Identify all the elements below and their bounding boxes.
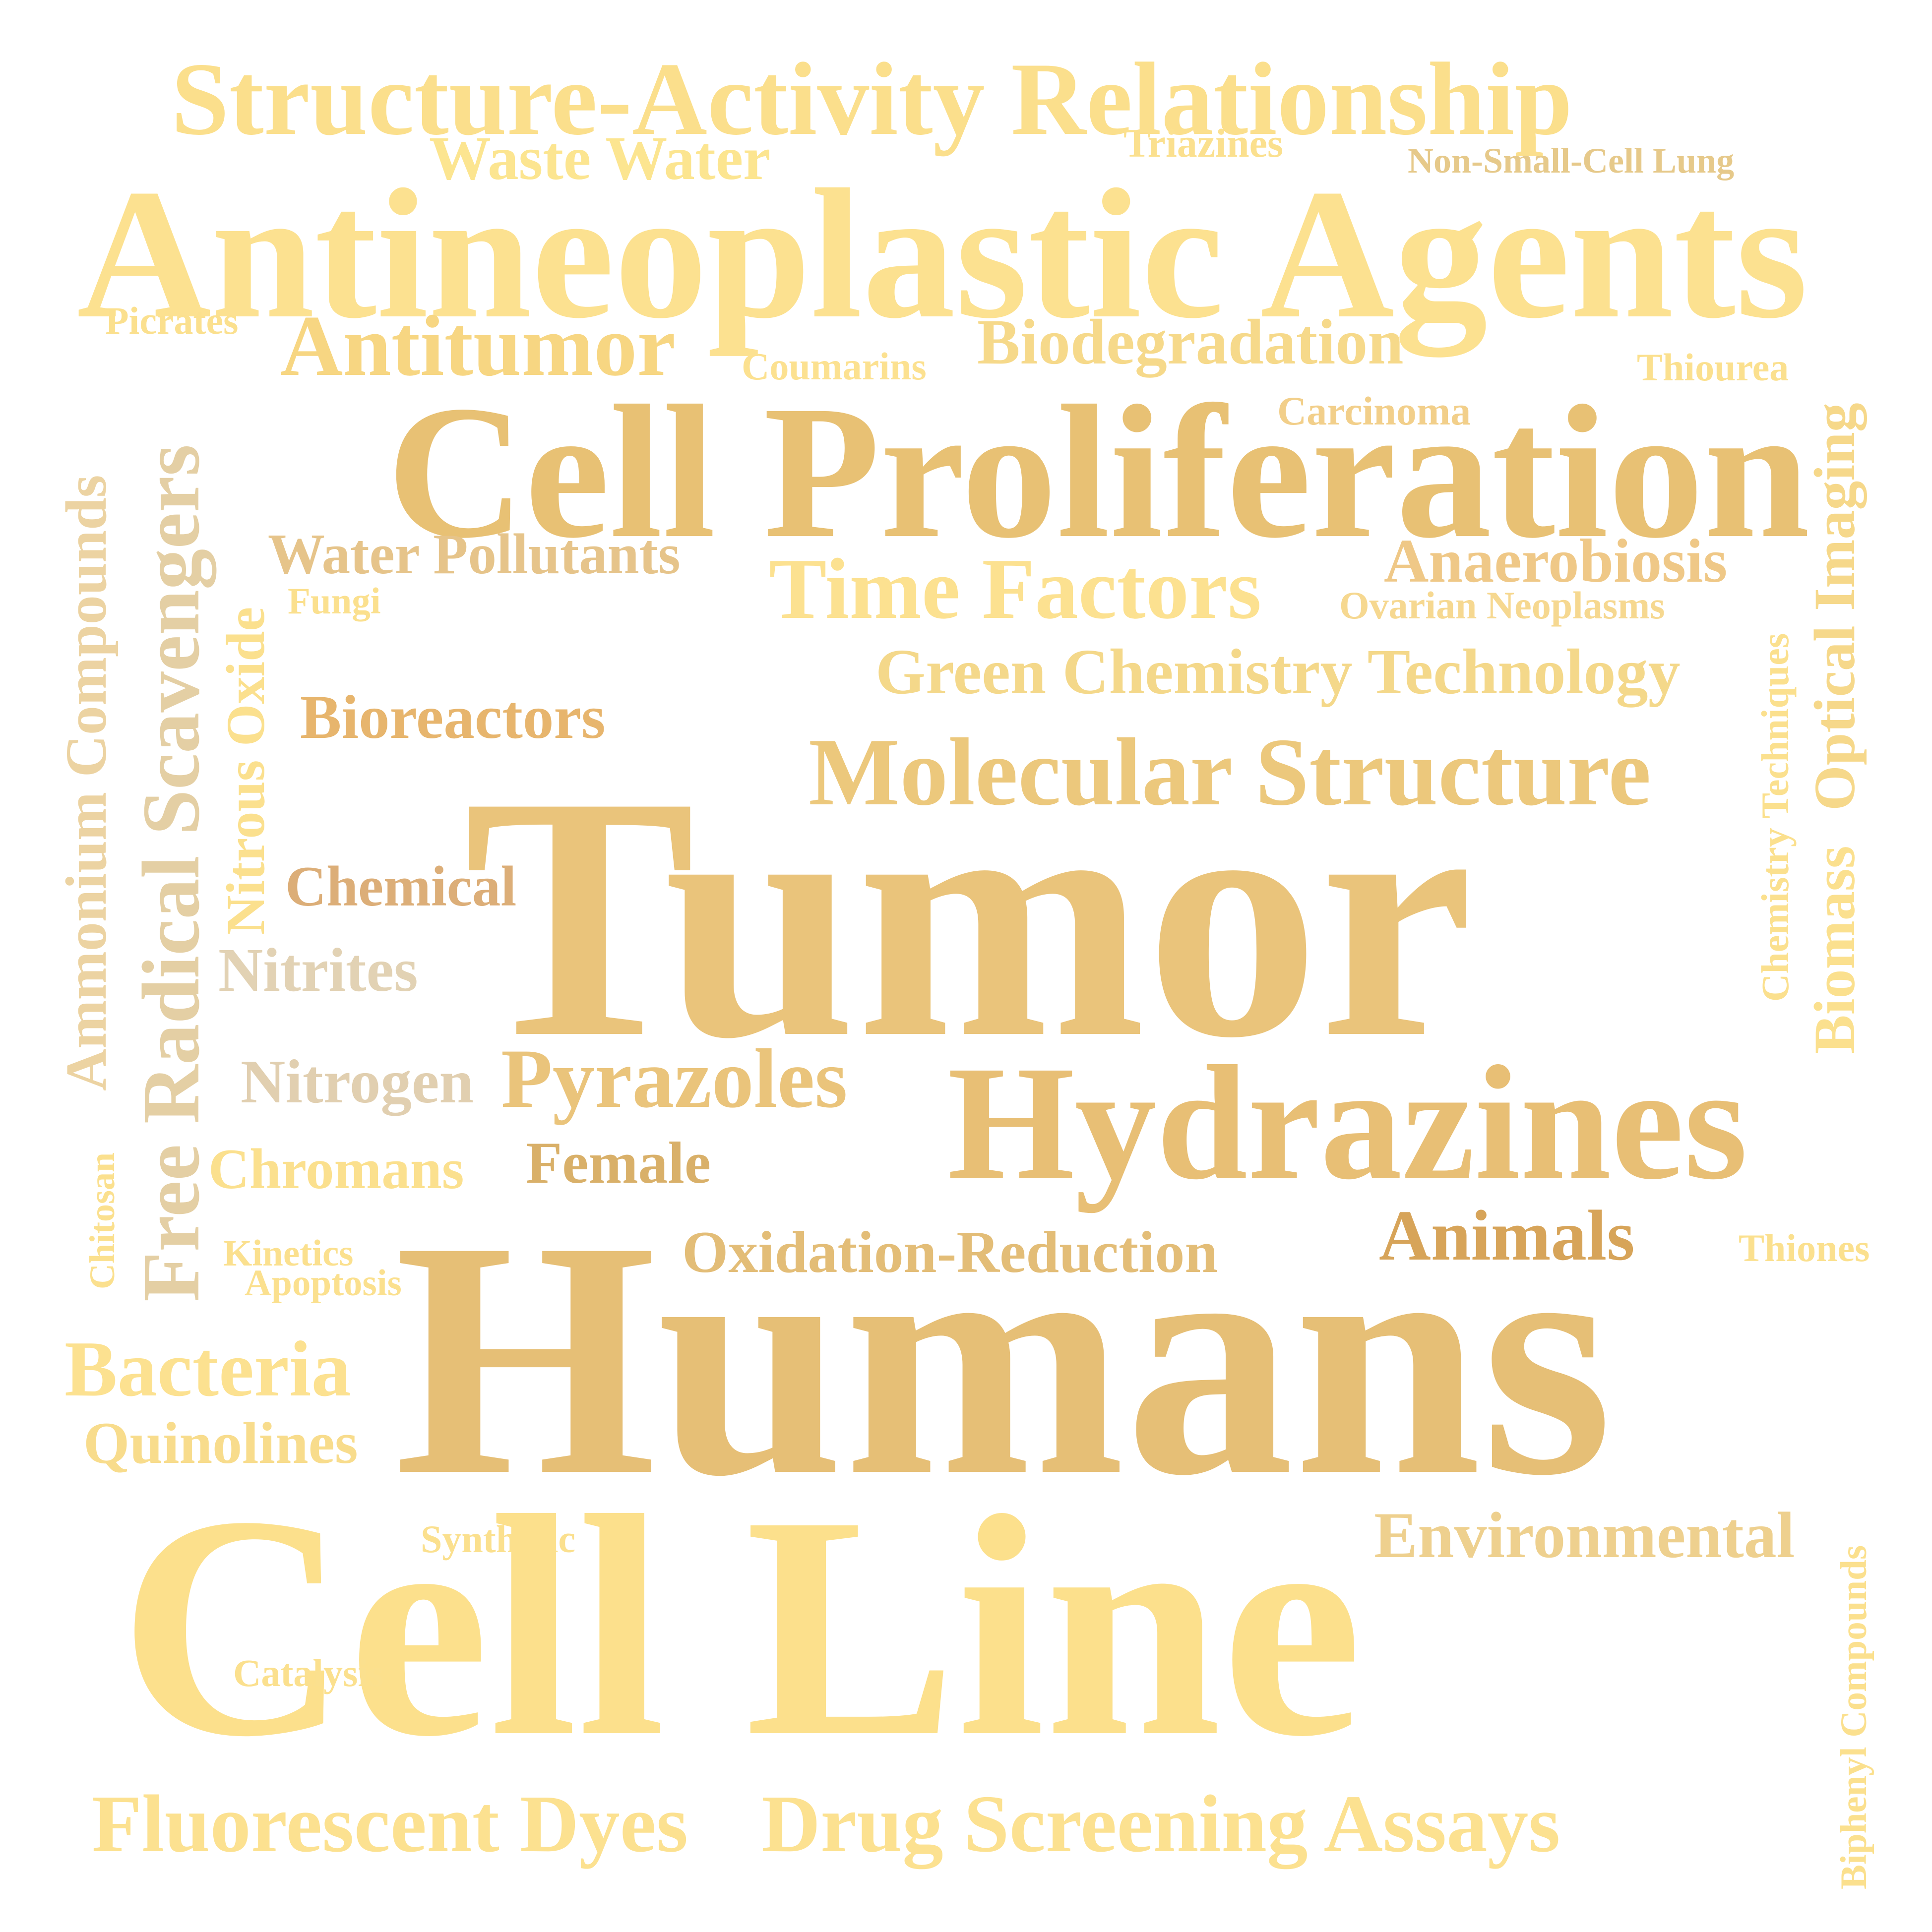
- word-chitosan: Chitosan: [82, 1152, 122, 1289]
- word-drug-screening-assays: Drug Screening Assays: [761, 1778, 1560, 1869]
- word-green-chemistry-technology: Green Chemistry Technology: [875, 636, 1681, 708]
- word-fungi: Fungi: [288, 581, 381, 622]
- word-tumor: Tumor: [464, 725, 1474, 1109]
- word-cell-line: Cell Line: [119, 1451, 1363, 1802]
- word-nitrous-oxide: Nitrous Oxide: [215, 606, 276, 935]
- word-anaerobiosis: Anaerobiosis: [1384, 527, 1728, 596]
- word-pyrazoles: Pyrazoles: [501, 1032, 848, 1125]
- word-apoptosis: Apoptosis: [245, 1263, 402, 1304]
- word-synthetic: Synthetic: [421, 1517, 575, 1561]
- word-waste-water: Waste Water: [429, 124, 771, 193]
- word-bioreactors: Bioreactors: [300, 683, 606, 752]
- word-coumarins: Coumarins: [742, 345, 927, 388]
- word-bacteria: Bacteria: [64, 1325, 351, 1413]
- word-time-factors: Time Factors: [769, 541, 1262, 637]
- word-chromans: Chromans: [208, 1138, 464, 1201]
- word-antitumor: Antitumor: [280, 298, 676, 394]
- word-hydrazines: Hydrazines: [947, 1032, 1748, 1213]
- word-thiones: Thiones: [1739, 1226, 1870, 1269]
- word-picrates: Picrates: [105, 299, 239, 342]
- word-chemistry-techniques: Chemistry Techniques: [1753, 633, 1797, 1002]
- word-biomass: Biomass: [1802, 845, 1867, 1054]
- word-kinetics: Kinetics: [223, 1233, 354, 1274]
- word-nitrogen: Nitrogen: [241, 1048, 474, 1116]
- word-fluorescent-dyes: Fluorescent Dyes: [92, 1778, 688, 1869]
- word-catalysis: Catalysis: [233, 1651, 384, 1694]
- word-cell-proliferation: Cell Proliferation: [387, 366, 1810, 578]
- word-humans: Humans: [394, 1172, 1613, 1545]
- word-ammonium-compounds: Ammonium Compounds: [54, 475, 119, 1091]
- word-molecular-structure: Molecular Structure: [809, 719, 1651, 826]
- word-biphenyl-compounds: Biphenyl Compounds: [1833, 1545, 1874, 1889]
- word-environmental: Environmental: [1374, 1499, 1795, 1571]
- word-optical-imaging: Optical Imaging: [1802, 403, 1867, 811]
- word-water-pollutants: Water Pollutants: [268, 523, 681, 586]
- word-non-small-cell-lung: Non-Small-Cell Lung: [1408, 141, 1735, 181]
- word-thiourea: Thiourea: [1637, 346, 1789, 389]
- word-oxidation-reduction: Oxidation-Reduction: [682, 1219, 1218, 1285]
- word-nitrites: Nitrites: [218, 936, 418, 1005]
- word-female: Female: [526, 1130, 711, 1196]
- word-structure-activity-relationship: Structure-Activity Relationship: [171, 42, 1573, 157]
- word-ovarian-neoplasms: Ovarian Neoplasms: [1339, 584, 1665, 627]
- word-biodegradation: Biodegradation: [977, 306, 1404, 378]
- word-carcinoma: Carcinoma: [1277, 388, 1471, 433]
- word-free-radical-scavengers: Free Radical Scavengers: [125, 444, 216, 1302]
- word-animals: Animals: [1379, 1196, 1635, 1275]
- word-quinolines: Quinolines: [83, 1410, 358, 1476]
- word-chemical: Chemical: [285, 855, 517, 918]
- word-antineoplastic-agents: Antineoplastic Agents: [77, 151, 1808, 357]
- word-triazines: Triazines: [1123, 121, 1283, 166]
